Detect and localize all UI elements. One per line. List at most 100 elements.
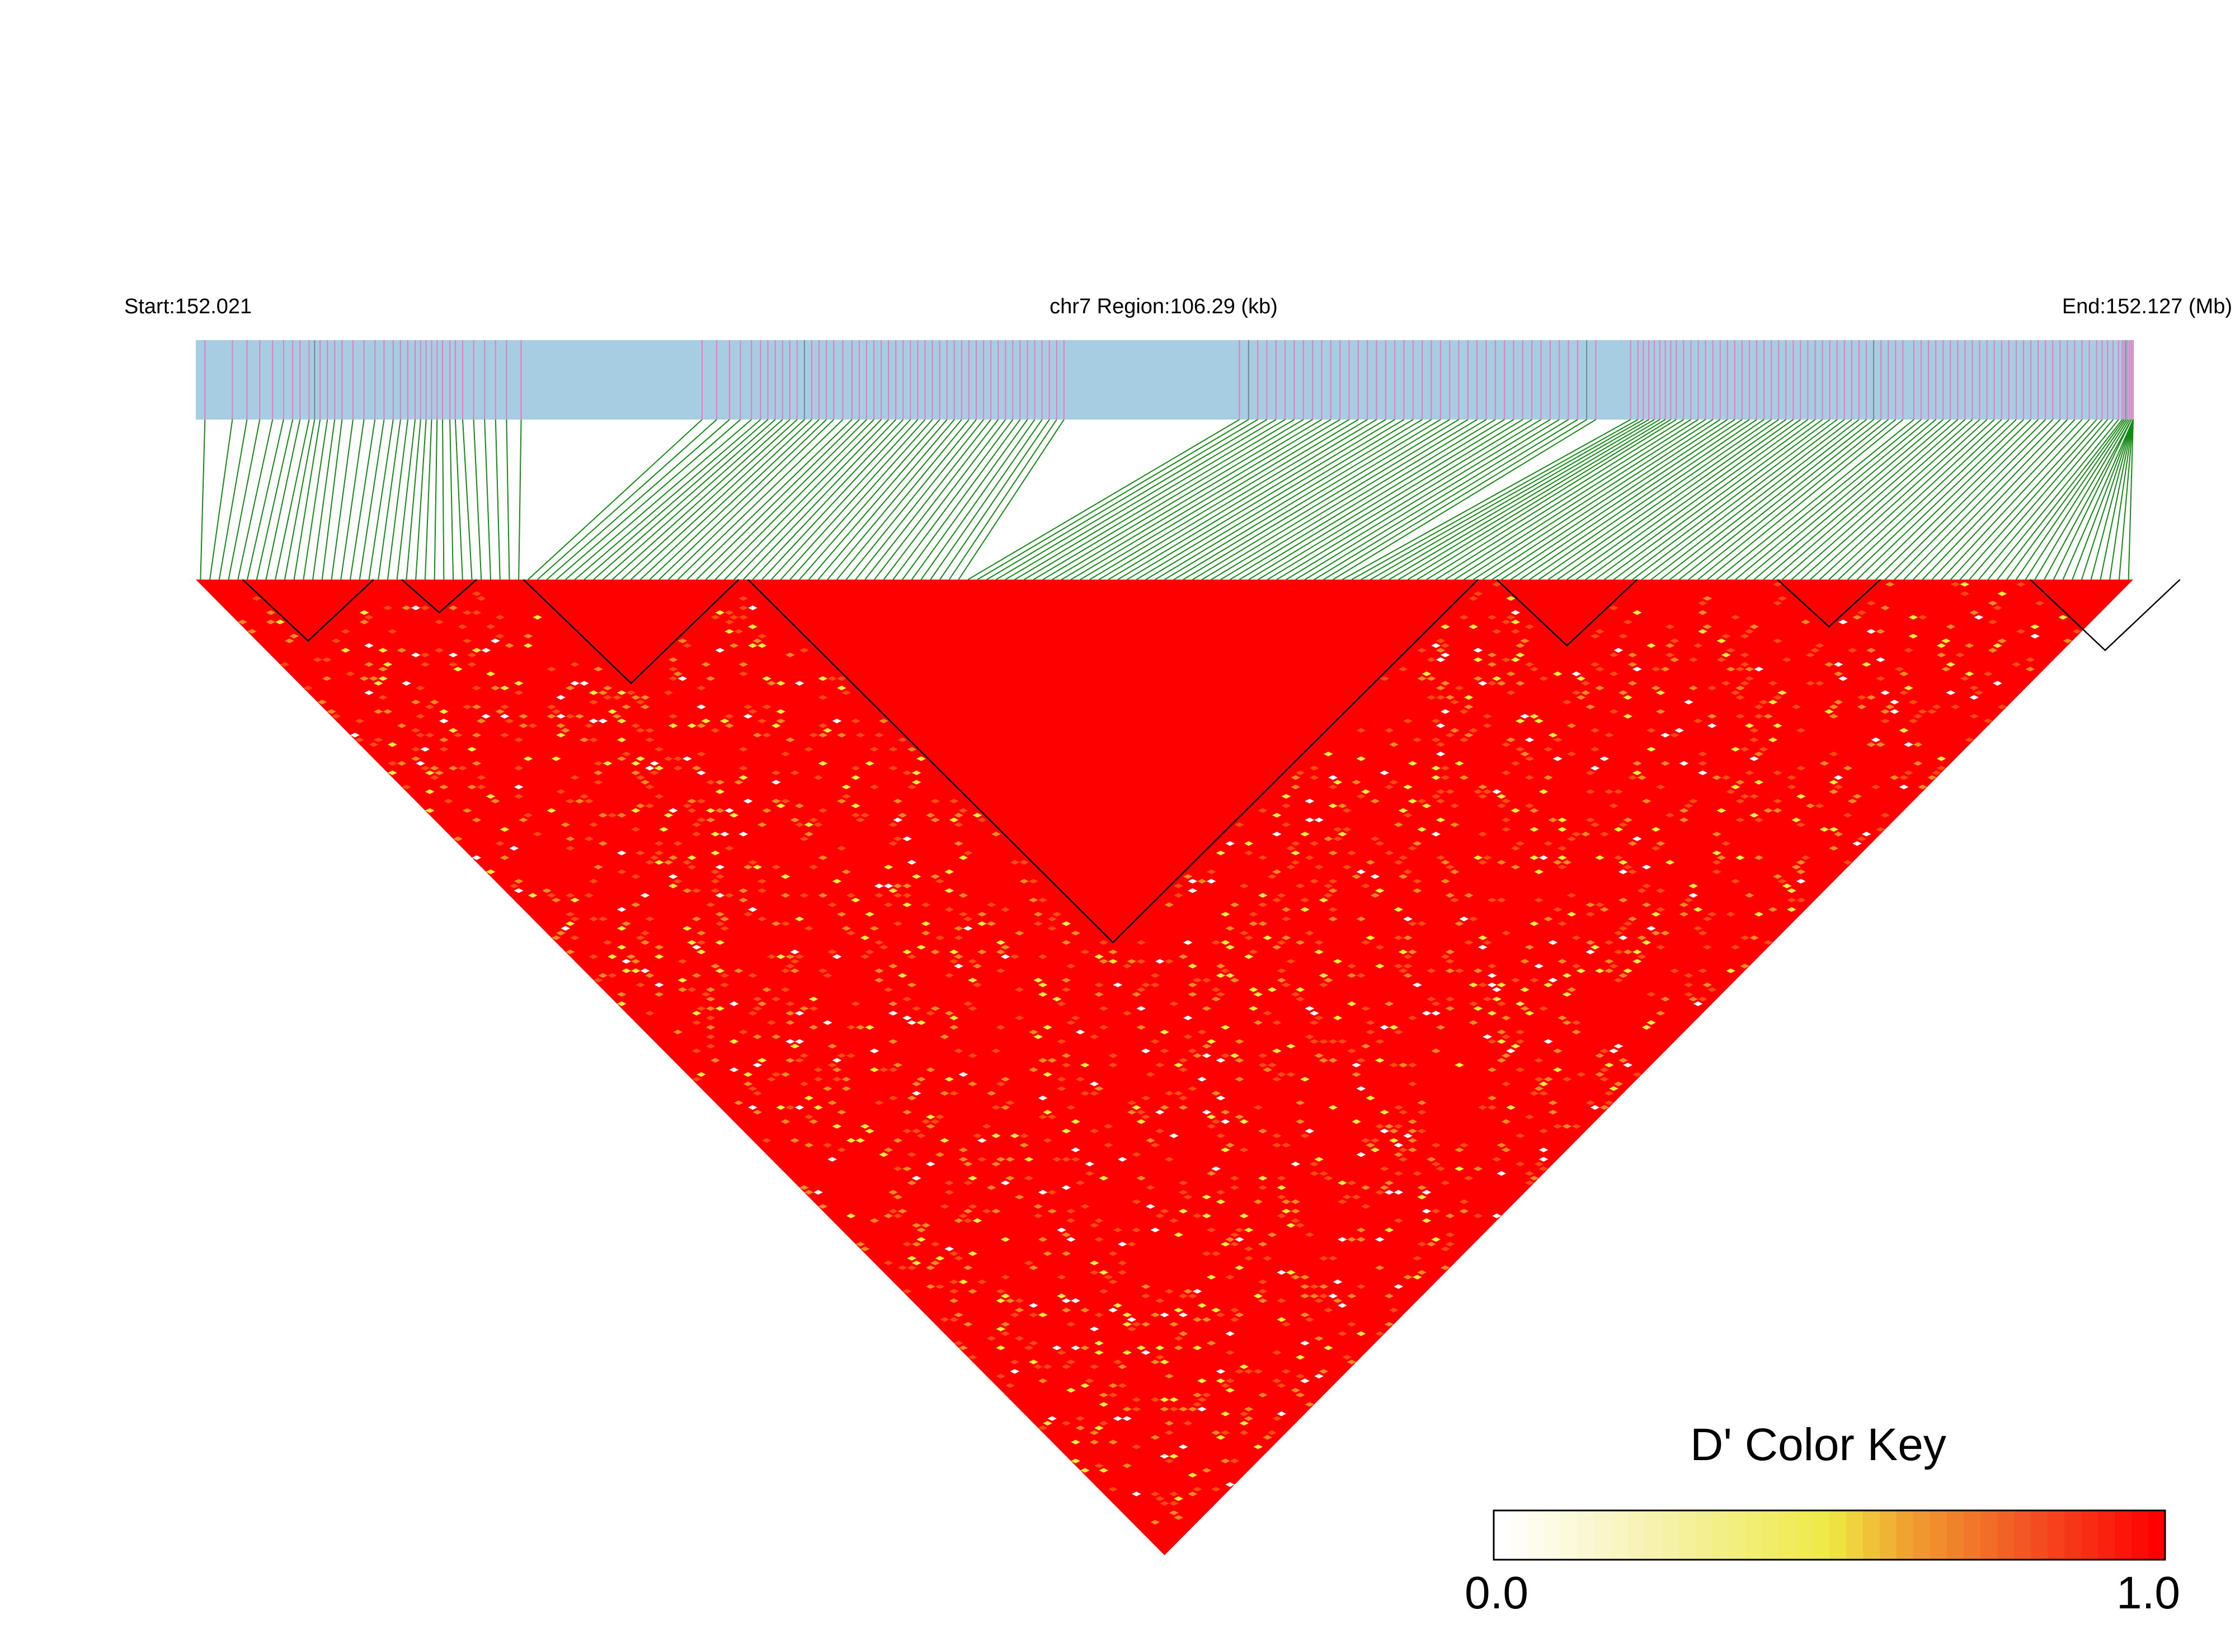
ld-cell <box>748 643 757 648</box>
ld-cell <box>1398 808 1408 813</box>
ld-cell <box>1131 1227 1141 1232</box>
ld-cell <box>818 1204 828 1209</box>
ld-cell <box>1398 855 1408 860</box>
ld-cell <box>1174 1307 1183 1313</box>
snp-connector <box>1314 419 1578 580</box>
ld-cell <box>701 718 711 723</box>
ld-cell <box>1244 935 1254 940</box>
snp-connector <box>1650 419 1860 580</box>
ld-cell <box>1216 973 1226 978</box>
ld-cell <box>968 959 977 964</box>
ld-cell <box>1122 1463 1132 1469</box>
ld-cell <box>654 992 664 997</box>
ld-cell <box>1319 1293 1329 1298</box>
snp-connector <box>556 419 741 580</box>
ld-cell <box>1613 930 1624 936</box>
ld-cell <box>818 732 828 738</box>
ld-cell <box>1735 817 1745 822</box>
ld-cell <box>1534 963 1544 969</box>
ld-cell <box>1478 860 1488 865</box>
ld-cell <box>1646 747 1656 752</box>
ld-cell <box>738 671 749 676</box>
ld-cell <box>1146 1138 1155 1143</box>
snp-connector <box>1884 419 2046 580</box>
ld-cell <box>1431 1161 1441 1166</box>
ld-cell <box>1061 1185 1071 1190</box>
ld-cell <box>1234 1265 1244 1270</box>
ld-cell <box>1483 714 1493 719</box>
ld-cell <box>1576 695 1586 700</box>
ld-cell <box>724 723 734 728</box>
ld-cell <box>467 652 477 658</box>
ld-cell <box>757 1001 767 1006</box>
ld-cell <box>711 831 720 837</box>
ld-cell <box>869 926 879 931</box>
ld-cell <box>1487 1067 1497 1072</box>
snp-connector <box>1622 419 1838 580</box>
ld-cell <box>907 1152 917 1157</box>
ld-cell <box>1211 1091 1221 1096</box>
ld-cell <box>1618 926 1628 931</box>
ld-cell <box>1534 1058 1544 1063</box>
ld-cell <box>1843 813 1853 818</box>
ld-cell <box>1632 959 1642 964</box>
snp-connector <box>836 419 970 580</box>
snp-connector <box>1735 419 1929 580</box>
ld-cell <box>1487 1039 1497 1044</box>
ld-cell <box>1169 1453 1179 1459</box>
ld-cell <box>935 1256 945 1261</box>
ld-cell <box>1216 1312 1226 1317</box>
ld-cell <box>808 817 818 822</box>
ld-cell <box>1511 977 1521 983</box>
snp-connector <box>1014 419 1286 580</box>
ld-cell <box>1225 1350 1235 1355</box>
ld-cell <box>1094 1086 1104 1091</box>
snp-connector <box>686 419 853 580</box>
ld-cell <box>711 888 720 893</box>
ld-cell <box>1441 1265 1450 1270</box>
ld-cell <box>1206 1039 1216 1044</box>
ld-cell <box>1239 1119 1249 1124</box>
ld-cell <box>1328 1058 1338 1063</box>
ld-cell <box>481 648 491 653</box>
ld-cell <box>1305 1034 1315 1039</box>
ld-cell <box>1651 827 1661 832</box>
ld-cell <box>1441 643 1450 648</box>
ld-cell <box>818 893 828 898</box>
ld-cell <box>1599 1076 1610 1082</box>
ld-cell <box>677 959 688 964</box>
ld-cell <box>1431 1010 1441 1016</box>
ld-cell <box>715 780 725 785</box>
ld-cell <box>1089 1326 1099 1331</box>
ld-cell <box>1632 610 1642 615</box>
ld-cell <box>1431 718 1441 723</box>
snp-connector <box>827 419 962 580</box>
ld-cell <box>1155 1213 1165 1218</box>
ld-cell <box>654 841 664 846</box>
ld-cell <box>804 926 814 931</box>
ld-cell <box>1188 878 1198 884</box>
ld-cell <box>673 756 683 761</box>
ld-cell <box>1028 1265 1038 1270</box>
ld-cell <box>733 629 744 634</box>
ld-cell <box>813 1067 823 1072</box>
ld-cell <box>879 1067 888 1072</box>
ld-cell <box>1394 1142 1404 1148</box>
ld-cell <box>528 893 538 898</box>
ld-cell <box>1089 1439 1099 1445</box>
ld-cell <box>1356 973 1366 978</box>
ld-cell <box>1960 591 1970 596</box>
ld-cell <box>1272 813 1282 818</box>
ld-cell <box>1431 737 1441 742</box>
ld-cell <box>1791 864 1801 870</box>
ld-cell <box>359 610 369 615</box>
ld-cell <box>776 954 785 959</box>
ld-cell <box>743 798 753 804</box>
ld-cell <box>738 897 749 903</box>
ld-cell <box>1455 761 1464 766</box>
snp-connector <box>1978 419 2114 580</box>
snp-connector <box>1248 419 1514 580</box>
ld-cell <box>799 1053 809 1058</box>
ld-cell <box>977 949 987 954</box>
ld-cell <box>1061 940 1071 945</box>
